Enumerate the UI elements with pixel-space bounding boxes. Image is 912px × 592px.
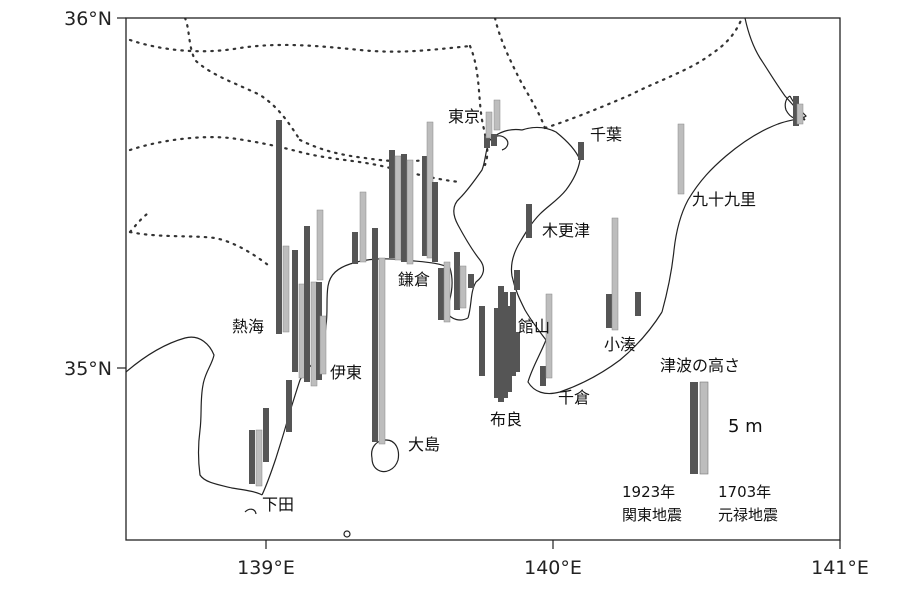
tsunami-bars xyxy=(249,96,804,487)
tsunami-bar-1923 xyxy=(491,134,497,146)
tsunami-bar-1923 xyxy=(606,294,612,328)
lon-label-140: 140°E xyxy=(524,557,582,579)
tsunami-bar-1703 xyxy=(378,257,386,445)
lat-label-36: 36°N xyxy=(64,8,112,30)
lon-label-141: 141°E xyxy=(811,557,869,579)
tsunami-bar-1923 xyxy=(263,408,269,462)
tsunami-bar-1923 xyxy=(479,306,485,376)
tsunami-bar-1923 xyxy=(286,380,292,432)
tsunami-bar-1703 xyxy=(394,155,402,261)
legend-event-1703: 元禄地震 xyxy=(718,506,778,524)
tsunami-bar-1923 xyxy=(438,268,444,320)
tsunami-bar-1923 xyxy=(249,430,255,484)
tsunami-bar-1923 xyxy=(432,182,438,262)
tsunami-bar-1923 xyxy=(401,154,407,262)
tsunami-bar-1703 xyxy=(459,265,467,309)
tsunami-bar-1923 xyxy=(389,150,395,258)
label-chikura: 千倉 xyxy=(558,388,590,407)
tsunami-bar-1703 xyxy=(359,191,367,263)
label-kisarazu: 木更津 xyxy=(542,221,590,240)
map-frame xyxy=(125,17,841,541)
legend-year-1923: 1923年 xyxy=(622,483,675,501)
tsunami-bar-1923 xyxy=(304,226,310,382)
place-labels: 東京 千葉 九十九里 木更津 鎌倉 熱海 館山 伊東 小湊 千倉 布良 大島 下… xyxy=(232,107,756,514)
tsunami-bar-1703 xyxy=(406,159,414,265)
tsunami-bar-1703 xyxy=(316,209,324,281)
label-tokyo: 東京 xyxy=(448,107,480,126)
tsunami-bar-1923 xyxy=(372,228,378,442)
tsunami-bar-1703 xyxy=(485,111,493,139)
tsunami-bar-1923 xyxy=(510,292,516,376)
tsunami-bar-1923 xyxy=(514,270,520,290)
label-chiba: 千葉 xyxy=(590,125,622,144)
tsunami-bar-1923 xyxy=(526,204,532,238)
tsunami-bar-1703 xyxy=(443,261,451,323)
tsunami-bar-1923 xyxy=(514,332,520,372)
tsunami-bar-1923 xyxy=(352,232,358,264)
legend-bar-1703 xyxy=(699,381,709,475)
tsunami-bar-1923 xyxy=(635,292,641,316)
label-shimoda: 下田 xyxy=(262,495,294,514)
tsunami-bar-1703 xyxy=(796,103,804,125)
lat-label-35: 35°N xyxy=(64,358,112,380)
tsunami-bar-1703 xyxy=(319,315,327,375)
label-kujukuri: 九十九里 xyxy=(692,190,756,209)
label-atami: 熱海 xyxy=(232,317,264,336)
legend-event-1923: 関東地震 xyxy=(622,506,682,524)
label-mera: 布良 xyxy=(490,410,522,429)
legend: 津波の高さ 5 m 1923年 関東地震 1703年 元禄地震 xyxy=(622,356,778,524)
tsunami-bar-1923 xyxy=(498,286,504,402)
map-body: 東京 千葉 九十九里 木更津 鎌倉 熱海 館山 伊東 小湊 千倉 布良 大島 下… xyxy=(126,18,807,538)
tsunami-bar-1923 xyxy=(484,136,490,148)
tsunami-bar-1703 xyxy=(677,123,685,195)
tsunami-bar-1703 xyxy=(493,99,501,131)
tsunami-bar-1923 xyxy=(276,120,282,334)
tsunami-bar-1923 xyxy=(454,252,460,310)
legend-bar-1923 xyxy=(690,382,698,474)
label-kamakura: 鎌倉 xyxy=(398,270,430,289)
tsunami-bar-1923 xyxy=(793,96,799,126)
label-kominato: 小湊 xyxy=(604,335,636,354)
tsunami-bar-1923 xyxy=(506,306,512,392)
axis-ticks xyxy=(117,17,841,549)
tsunami-bar-1923 xyxy=(468,274,474,288)
tsunami-bar-1923 xyxy=(502,292,508,398)
label-oshima: 大島 xyxy=(408,435,440,454)
tsunami-bar-1703 xyxy=(255,429,263,487)
tsunami-bar-1923 xyxy=(292,250,298,372)
legend-year-1703: 1703年 xyxy=(718,483,771,501)
tsunami-bar-1923 xyxy=(316,282,322,380)
tsunami-bar-1703 xyxy=(282,245,290,333)
label-tateyama: 館山 xyxy=(518,317,550,336)
label-ito: 伊東 xyxy=(330,363,362,382)
tsunami-bar-1703 xyxy=(545,293,553,379)
tsunami-bar-1923 xyxy=(422,156,428,256)
legend-title: 津波の高さ xyxy=(660,356,740,375)
tsunami-bar-1703 xyxy=(611,217,619,331)
lon-label-139: 139°E xyxy=(237,557,295,579)
legend-scale-label: 5 m xyxy=(728,416,763,437)
tsunami-bar-1923 xyxy=(540,366,546,386)
tsunami-bar-1923 xyxy=(494,308,500,398)
tsunami-bar-1923 xyxy=(578,142,584,160)
